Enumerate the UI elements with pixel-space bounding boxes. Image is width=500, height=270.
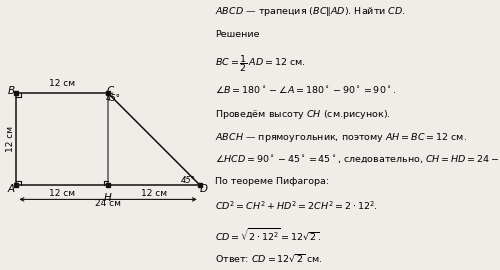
- Text: Ответ: $CD = 12\sqrt{2}$ см.: Ответ: $CD = 12\sqrt{2}$ см.: [215, 252, 323, 264]
- Text: $C$: $C$: [106, 84, 115, 96]
- Text: $D$: $D$: [199, 182, 208, 194]
- Text: $CD = \sqrt{2 \cdot 12^2} = 12\sqrt{2}$.: $CD = \sqrt{2 \cdot 12^2} = 12\sqrt{2}$.: [215, 227, 321, 243]
- Text: 12 см: 12 см: [49, 79, 76, 88]
- Text: $BC = \dfrac{1}{2}\,AD = 12$ см.: $BC = \dfrac{1}{2}\,AD = 12$ см.: [215, 53, 306, 74]
- Text: $ABCD$ — трапеция $(BC \| AD)$. Найти $CD$.: $ABCD$ — трапеция $(BC \| AD)$. Найти $C…: [215, 5, 406, 18]
- Text: 24 см: 24 см: [95, 200, 121, 208]
- Text: $A$: $A$: [6, 182, 16, 194]
- Text: 45°: 45°: [181, 176, 196, 185]
- Text: 12 см: 12 см: [6, 126, 15, 152]
- Text: 12 см: 12 см: [141, 190, 167, 198]
- Text: $CD^2 = CH^2 + HD^2 = 2CH^2 = 2 \cdot 12^2$.: $CD^2 = CH^2 + HD^2 = 2CH^2 = 2 \cdot 12…: [215, 200, 378, 212]
- Text: Проведём высоту $CH$ (см.рисунок).: Проведём высоту $CH$ (см.рисунок).: [215, 108, 391, 121]
- Text: $ABCH$ — прямоугольник, поэтому $AH = BC = 12$ см.: $ABCH$ — прямоугольник, поэтому $AH = BC…: [215, 131, 467, 144]
- Text: $H$: $H$: [104, 191, 113, 202]
- Text: $\angle B = 180^\circ - \angle A = 180^\circ - 90^\circ = 90^\circ$.: $\angle B = 180^\circ - \angle A = 180^\…: [215, 85, 396, 96]
- Text: $\angle HCD = 90^\circ - 45^\circ = 45^\circ$, следовательно, $CH = HD = 24 - 12: $\angle HCD = 90^\circ - 45^\circ = 45^\…: [215, 154, 500, 166]
- Text: Решение: Решение: [215, 30, 260, 39]
- Text: $B$: $B$: [7, 84, 16, 96]
- Text: По теореме Пифагора:: По теореме Пифагора:: [215, 177, 329, 186]
- Text: 45°: 45°: [106, 94, 121, 103]
- Text: 12 см: 12 см: [49, 190, 76, 198]
